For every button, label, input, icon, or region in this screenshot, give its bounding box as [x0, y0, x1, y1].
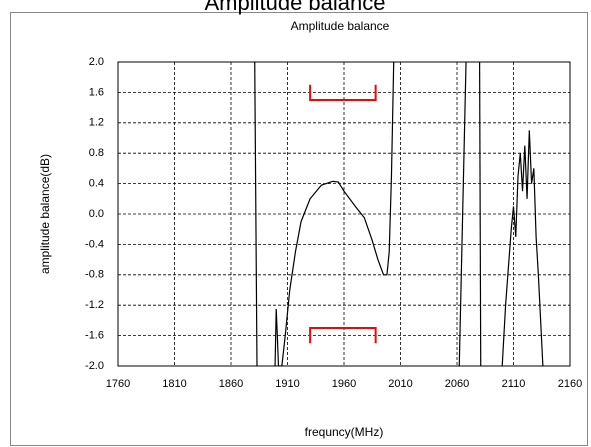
data-line	[479, 62, 482, 366]
x-tick-label: 1860	[219, 378, 243, 390]
data-line	[309, 327, 377, 344]
x-tick-label: 1760	[106, 378, 130, 390]
x-tick-label: 2160	[558, 378, 582, 390]
data-line	[274, 62, 395, 366]
x-tick-label: 1910	[275, 378, 299, 390]
x-tick-label: 1960	[332, 378, 356, 390]
x-tick-label: 1810	[162, 378, 186, 390]
y-tick-label: -0.4	[85, 238, 104, 250]
chart-title: Amplitude balance	[291, 19, 390, 33]
y-tick-label: -0.8	[85, 269, 104, 281]
data-line	[501, 130, 544, 366]
y-tick-label: -2.0	[85, 360, 104, 372]
data-line	[254, 62, 258, 366]
y-axis-label: amplitude balance(dB)	[38, 154, 52, 274]
x-tick-label: 2060	[445, 378, 469, 390]
data-line	[309, 84, 377, 101]
y-tick-label: 0.4	[89, 178, 104, 190]
y-tick-label: 0.0	[89, 208, 104, 220]
x-tick-label: 2110	[502, 378, 526, 390]
y-tick-label: 1.2	[89, 117, 104, 129]
y-tick-label: 0.8	[89, 147, 104, 159]
y-tick-label: -1.6	[85, 330, 104, 342]
plot-border	[117, 61, 571, 367]
x-axis-label: frequncy(MHz)	[305, 425, 384, 439]
y-tick-label: 2.0	[89, 56, 104, 68]
page-title: Amplitude balance	[204, 0, 385, 15]
x-tick-label: 2010	[388, 378, 412, 390]
data-line	[458, 62, 467, 366]
y-tick-label: 1.6	[89, 86, 104, 98]
y-tick-label: -1.2	[85, 299, 104, 311]
